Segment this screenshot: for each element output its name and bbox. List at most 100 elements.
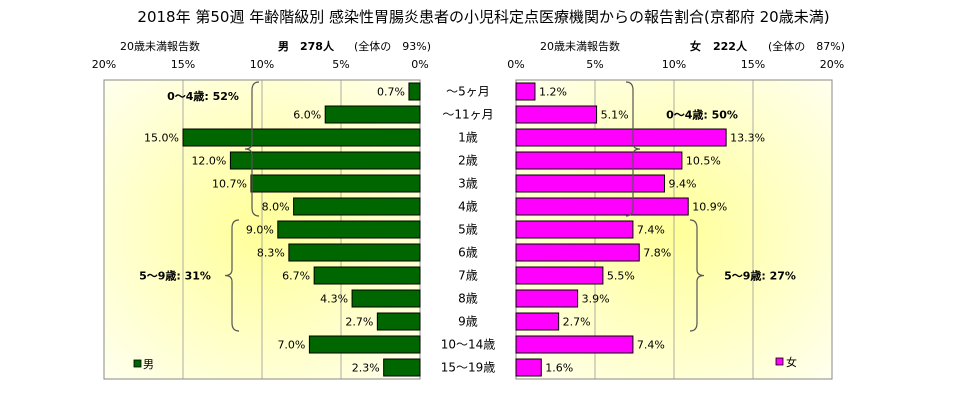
male-legend-swatch	[133, 359, 142, 368]
female-value-label: 10.9%	[692, 201, 727, 214]
male-bar	[383, 358, 421, 377]
category-label: 1歳	[458, 131, 478, 145]
male-bar	[182, 128, 421, 147]
female-bar	[515, 289, 579, 308]
female-value-label: 3.9%	[582, 293, 610, 306]
female-value-label: 2.7%	[563, 316, 591, 329]
category-label: ～11ヶ月	[442, 108, 493, 122]
female-value-label: 9.4%	[669, 178, 697, 191]
male-legend-label: 男	[143, 358, 154, 371]
male-count-label: 278人	[300, 38, 334, 54]
female-legend-swatch	[775, 357, 784, 366]
female-ratio: (全体の 87%)	[768, 40, 846, 53]
category-label: 4歳	[458, 200, 478, 214]
female-value-label: 1.6%	[545, 362, 573, 375]
male-sex: 男	[278, 40, 289, 53]
male-value-label: 6.7%	[282, 270, 310, 283]
female-bar	[515, 312, 560, 331]
female-bar	[515, 220, 634, 239]
female-bar	[515, 128, 727, 147]
male-value-label: 15.0%	[144, 132, 179, 145]
male-bar	[288, 243, 421, 262]
page-title: 2018年 第50週 年齢階級別 感染性胃腸炎患者の小児科定点医療機関からの報告…	[137, 8, 830, 26]
female-value-label: 7.4%	[637, 339, 665, 352]
male-value-label: 2.3%	[352, 362, 380, 375]
female-tick-label: 0%	[507, 58, 524, 71]
male-count: 278人	[300, 40, 334, 53]
male-bar	[376, 312, 421, 331]
male-value-label: 6.0%	[293, 109, 321, 122]
male-tick-label: 0%	[411, 58, 428, 71]
male-bar	[308, 335, 421, 354]
category-label: 5歳	[458, 223, 478, 237]
male-value-label: 8.3%	[257, 247, 285, 260]
category-label: 3歳	[458, 177, 478, 191]
female-bar	[515, 335, 634, 354]
male-sex-label: 男	[278, 38, 289, 54]
female-group-label: 0～4歳: 50%	[666, 108, 738, 122]
female-tick-label: 15%	[741, 58, 765, 71]
female-bar	[515, 151, 683, 170]
category-label: 6歳	[458, 246, 478, 260]
female-sex-label: 女	[690, 38, 701, 54]
male-value-label: 9.0%	[246, 224, 274, 237]
male-value-label: 4.3%	[320, 293, 348, 306]
male-bar	[324, 105, 421, 124]
male-bar	[351, 289, 421, 308]
male-value-label: 12.0%	[191, 155, 226, 168]
male-bar	[293, 197, 421, 216]
female-value-label: 5.5%	[607, 270, 635, 283]
male-tick-label: 15%	[171, 58, 195, 71]
category-label: 15～19歳	[441, 361, 496, 375]
male-count-caption: 20歳未満報告数	[120, 40, 200, 53]
female-value-label: 7.4%	[637, 224, 665, 237]
female-legend-label: 女	[786, 355, 797, 369]
female-bar	[515, 358, 542, 377]
female-count-caption: 20歳未満報告数	[540, 40, 620, 53]
male-tick-label: 20%	[92, 58, 116, 71]
female-sex: 女	[690, 40, 701, 53]
female-value-label: 5.1%	[601, 109, 629, 122]
female-value-label: 13.3%	[730, 132, 765, 145]
male-group-label: 0～4歳: 52%	[167, 89, 239, 103]
female-tick-label: 5%	[586, 58, 603, 71]
male-bar	[229, 151, 421, 170]
female-bar	[515, 105, 598, 124]
male-bar	[277, 220, 421, 239]
male-ratio: (全体の 93%)	[354, 40, 432, 53]
female-value-label: 7.8%	[643, 247, 671, 260]
male-group-brace	[224, 219, 240, 332]
male-bar	[408, 82, 421, 101]
category-label: 8歳	[458, 292, 478, 306]
female-count: 222人	[713, 40, 747, 53]
female-value-label: 10.5%	[686, 155, 721, 168]
category-label: 9歳	[458, 315, 478, 329]
male-value-label: 8.0%	[262, 201, 290, 214]
female-bar	[515, 243, 640, 262]
female-count-label: 222人	[713, 38, 747, 54]
category-label: 2歳	[458, 154, 478, 168]
category-label: 10～14歳	[441, 338, 496, 352]
female-group-label: 5～9歳: 27%	[724, 269, 796, 283]
female-bar	[515, 266, 604, 285]
male-value-label: 10.7%	[212, 178, 247, 191]
male-value-label: 2.7%	[345, 316, 373, 329]
male-bar	[313, 266, 421, 285]
female-tick-label: 20%	[820, 58, 844, 71]
male-tick-label: 5%	[332, 58, 349, 71]
female-bar	[515, 174, 666, 193]
female-bar	[515, 82, 536, 101]
male-tick-label: 10%	[250, 58, 274, 71]
female-tick-label: 10%	[662, 58, 686, 71]
male-group-brace	[244, 81, 260, 217]
male-group-label: 5～9歳: 31%	[139, 269, 211, 283]
male-bar	[250, 174, 421, 193]
category-label: ～5ヶ月	[446, 85, 490, 99]
female-value-label: 1.2%	[539, 86, 567, 99]
female-group-brace	[689, 219, 705, 332]
male-value-label: 7.0%	[277, 339, 305, 352]
category-label: 7歳	[458, 269, 478, 283]
female-bar	[515, 197, 689, 216]
